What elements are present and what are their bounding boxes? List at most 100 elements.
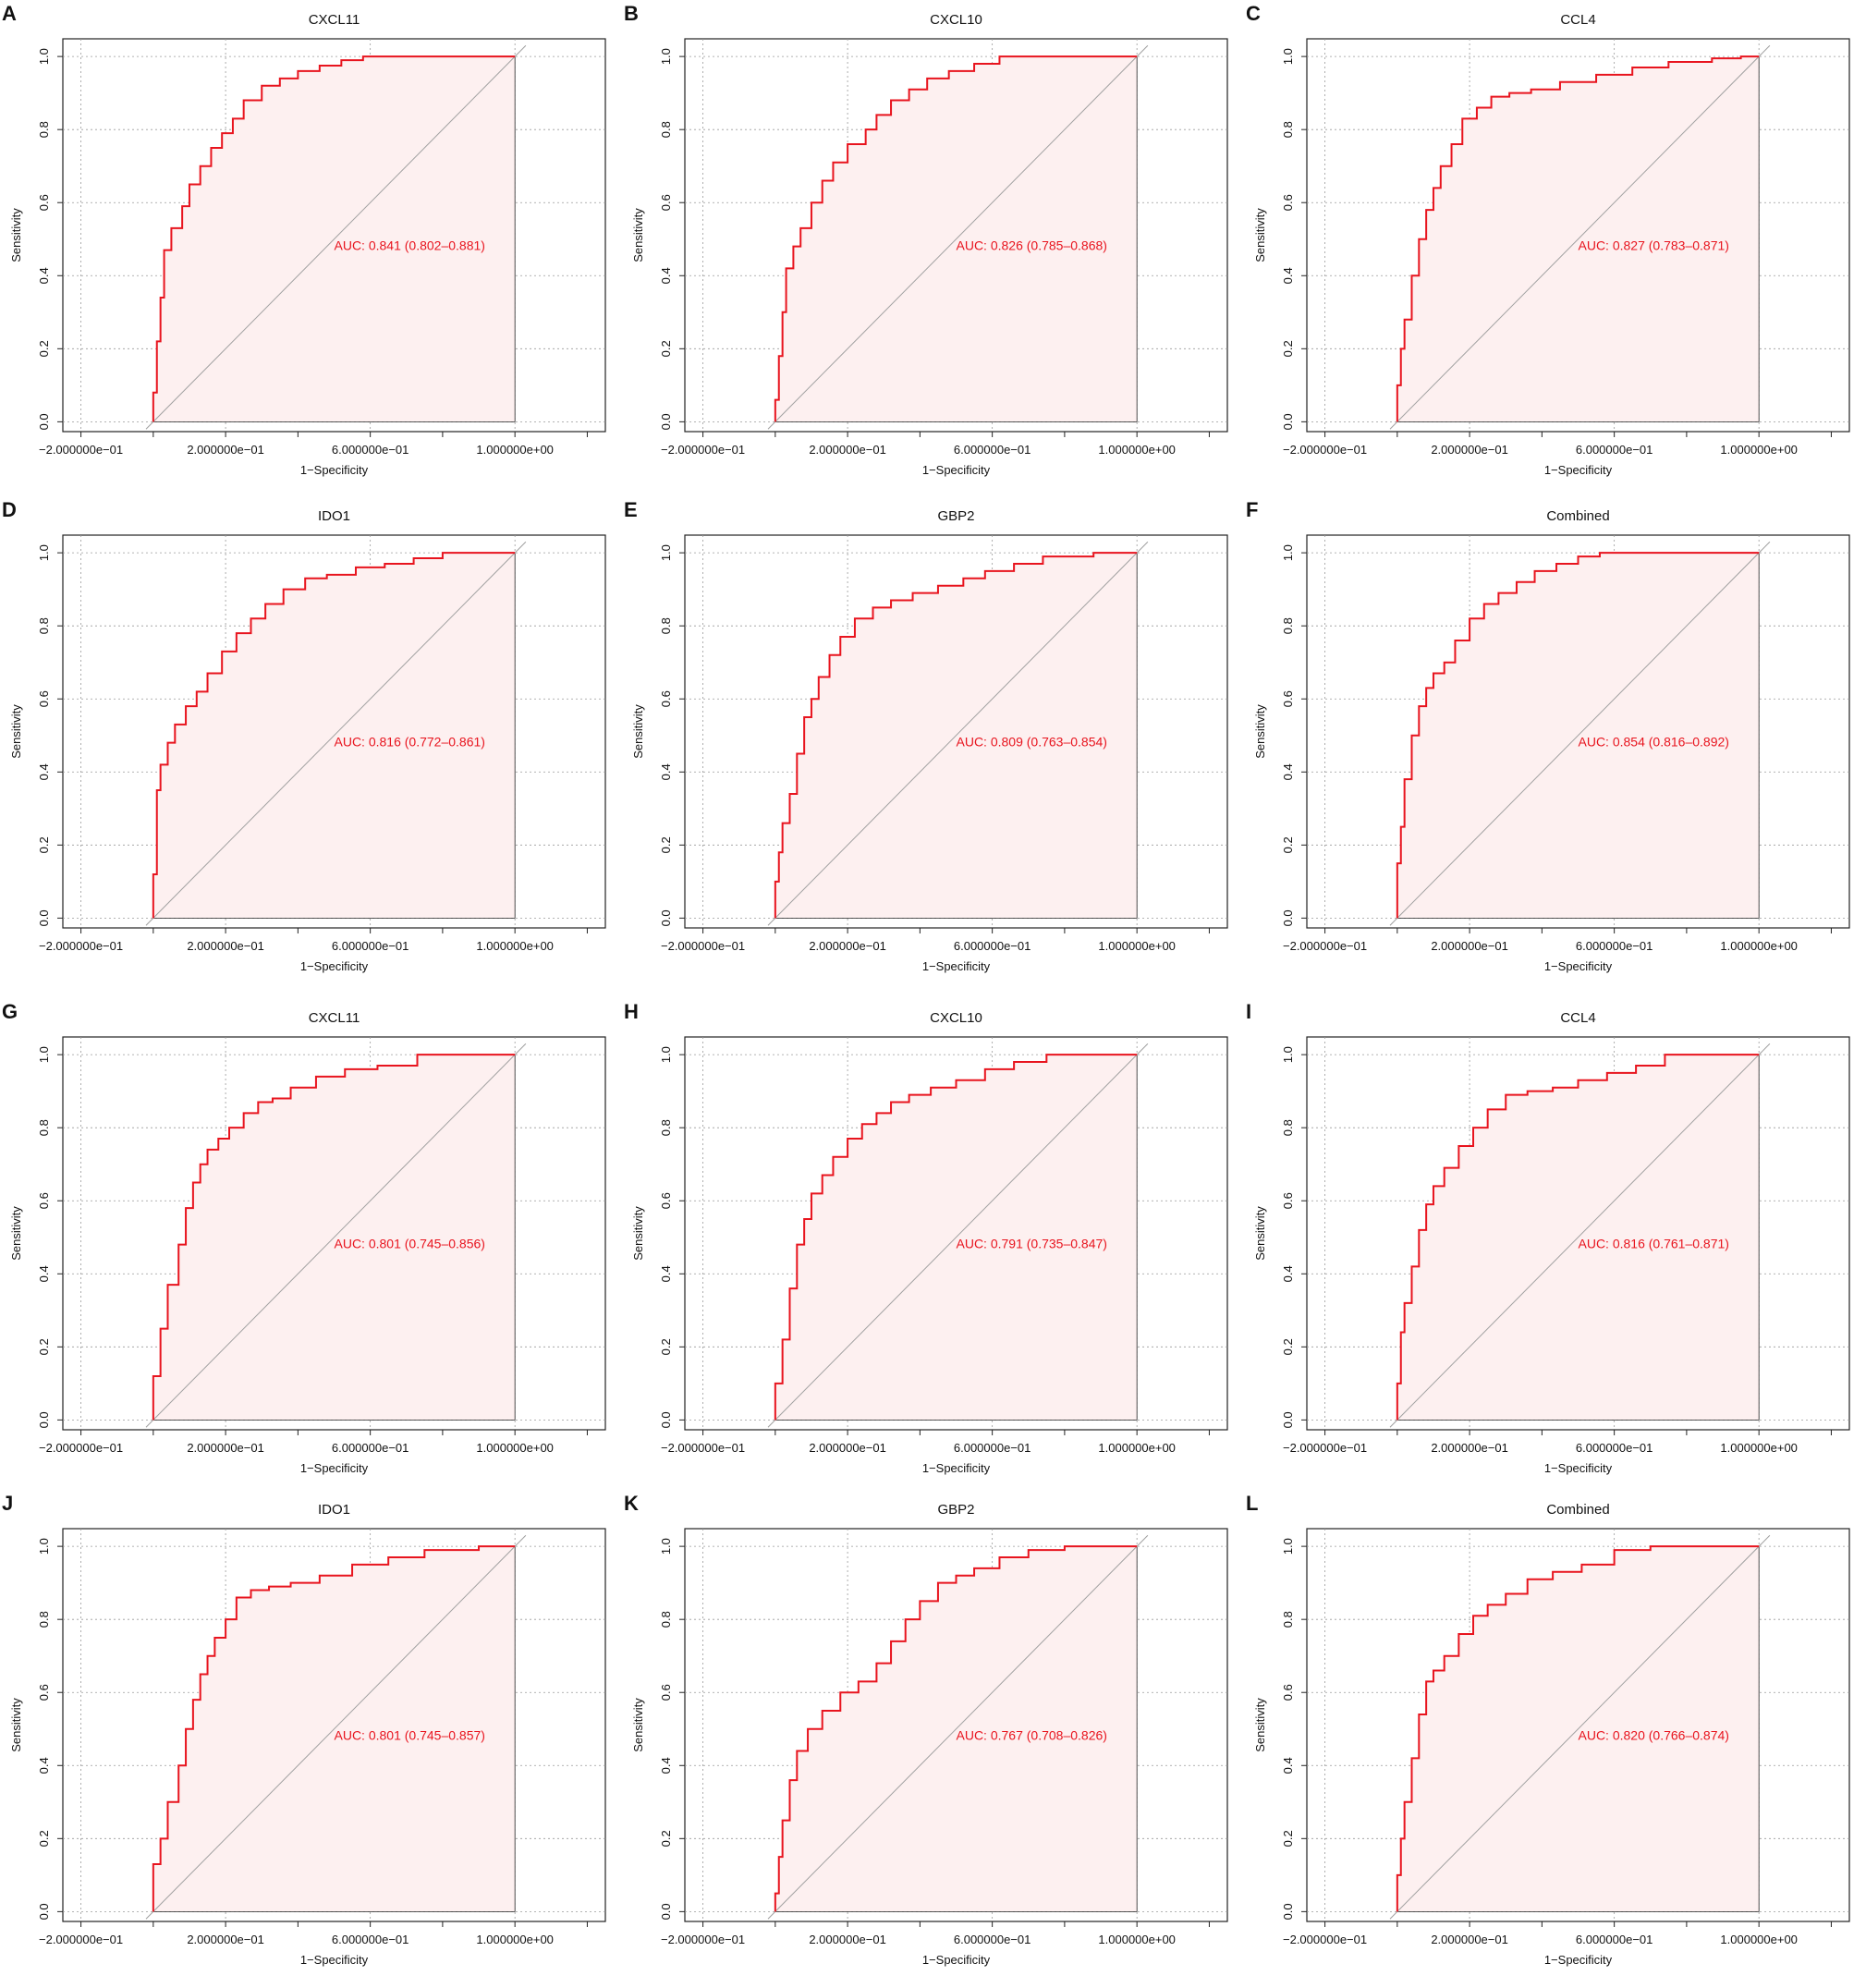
y-tick-label: 0.6 <box>37 1684 51 1701</box>
y-tick-label: 0.6 <box>1281 1192 1295 1209</box>
x-tick-label: 6.000000e−01 <box>1576 939 1653 953</box>
auc-annotation: AUC: 0.841 (0.802–0.881) <box>335 238 485 253</box>
x-tick-label: 2.000000e−01 <box>809 1933 886 1946</box>
roc-curve <box>152 55 516 422</box>
x-tick-label: 6.000000e−01 <box>332 1933 409 1946</box>
y-tick-label: 1.0 <box>1281 544 1295 561</box>
y-axis-title: Sensitivity <box>631 704 645 759</box>
panel-title: Combined <box>1546 1502 1609 1518</box>
y-tick-label: 0.4 <box>1281 1265 1295 1282</box>
reference-diagonal <box>145 1043 527 1428</box>
panel-letter: I <box>1246 1000 1251 1023</box>
y-tick-label: 0.0 <box>1281 1411 1295 1428</box>
y-tick-label: 1.0 <box>659 1538 673 1555</box>
y-tick-label: 0.2 <box>659 836 673 853</box>
y-axis-title: Sensitivity <box>1253 208 1267 262</box>
x-axis-title: 1−Specificity <box>922 959 991 973</box>
x-tick-label: −2.000000e−01 <box>1283 939 1367 953</box>
auc-annotation: AUC: 0.854 (0.816–0.892) <box>1579 735 1729 750</box>
panel-title: GBP2 <box>937 1502 974 1518</box>
y-tick-label: 0.0 <box>37 909 51 926</box>
panel-letter: F <box>1246 498 1258 521</box>
y-tick-label: 0.2 <box>659 1830 673 1847</box>
x-tick-label: 1.000000e+00 <box>476 1441 554 1455</box>
roc-panel-k: K GBP2 AUC: 0.767 (0.708–0.826) −2.000000e−… <box>624 1492 1228 1967</box>
roc-curve <box>774 55 1138 422</box>
x-tick-label: 1.000000e+00 <box>476 939 554 953</box>
y-tick-label: 1.0 <box>37 1046 51 1063</box>
x-tick-label: 1.000000e+00 <box>1720 1441 1798 1455</box>
x-tick-label: −2.000000e−01 <box>1283 443 1367 457</box>
x-tick-label: 2.000000e−01 <box>1431 939 1508 953</box>
y-tick-label: 0.2 <box>37 1338 51 1355</box>
auc-annotation: AUC: 0.820 (0.766–0.874) <box>1579 1728 1729 1743</box>
x-tick-label: −2.000000e−01 <box>661 1441 745 1455</box>
y-tick-label: 0.0 <box>659 1411 673 1428</box>
y-axis-title: Sensitivity <box>9 1206 23 1261</box>
reference-diagonal <box>1389 44 1771 430</box>
y-tick-label: 0.2 <box>659 1338 673 1355</box>
panel-letter: E <box>624 498 638 521</box>
x-axis-title: 1−Specificity <box>922 1461 991 1475</box>
x-tick-label: 2.000000e−01 <box>809 939 886 953</box>
y-tick-label: 0.8 <box>37 1611 51 1628</box>
x-tick-label: 2.000000e−01 <box>809 443 886 457</box>
y-tick-label: 0.6 <box>659 194 673 211</box>
y-tick-label: 1.0 <box>1281 48 1295 65</box>
x-tick-label: 6.000000e−01 <box>1576 1441 1653 1455</box>
y-tick-label: 0.6 <box>1281 690 1295 707</box>
y-tick-label: 0.6 <box>37 1192 51 1209</box>
x-tick-label: 6.000000e−01 <box>332 443 409 457</box>
y-tick-label: 0.6 <box>37 194 51 211</box>
roc-curve <box>774 1545 1138 1912</box>
y-tick-label: 0.4 <box>1281 267 1295 284</box>
roc-panel-c: C CCL4 AUC: 0.827 (0.783–0.871) −2.000000e−… <box>1246 2 1850 477</box>
auc-annotation: AUC: 0.809 (0.763–0.854) <box>957 735 1107 750</box>
reference-diagonal <box>1389 541 1771 926</box>
y-tick-label: 0.8 <box>659 121 673 138</box>
panel-title: IDO1 <box>318 1502 350 1518</box>
reference-diagonal <box>145 44 527 430</box>
x-axis-title: 1−Specificity <box>1544 1461 1613 1475</box>
roc-curve <box>774 1054 1138 1421</box>
x-tick-label: 6.000000e−01 <box>954 443 1031 457</box>
y-tick-label: 0.2 <box>1281 340 1295 357</box>
panel-title: CXCL10 <box>930 12 982 28</box>
panel-title: GBP2 <box>937 508 974 524</box>
reference-diagonal <box>767 44 1149 430</box>
roc-panel-g: G CXCL11 AUC: 0.801 (0.745–0.856) −2.000000… <box>2 1000 606 1475</box>
panel-title: Combined <box>1546 508 1609 524</box>
roc-panel-b: B CXCL10 AUC: 0.826 (0.785–0.868) −2.000000… <box>624 2 1228 477</box>
roc-curve <box>1396 55 1760 422</box>
x-axis-title: 1−Specificity <box>300 1461 369 1475</box>
reference-diagonal <box>1389 1043 1771 1428</box>
x-tick-label: −2.000000e−01 <box>1283 1441 1367 1455</box>
y-tick-label: 1.0 <box>659 48 673 65</box>
roc-curve <box>152 552 516 919</box>
roc-panel-j: J IDO1 AUC: 0.801 (0.745–0.857) −2.000000e−… <box>2 1492 606 1967</box>
x-tick-label: −2.000000e−01 <box>39 939 123 953</box>
reference-diagonal <box>1389 1534 1771 1920</box>
y-tick-label: 0.2 <box>1281 1338 1295 1355</box>
x-tick-label: 1.000000e+00 <box>476 443 554 457</box>
y-tick-label: 1.0 <box>659 544 673 561</box>
y-tick-label: 1.0 <box>37 1538 51 1555</box>
auc-annotation: AUC: 0.827 (0.783–0.871) <box>1579 238 1729 253</box>
panel-title: CXCL11 <box>309 1010 360 1026</box>
roc-panel-i: I CCL4 AUC: 0.816 (0.761–0.871) −2.000000e−… <box>1246 1000 1850 1475</box>
auc-annotation: AUC: 0.801 (0.745–0.856) <box>335 1237 485 1251</box>
y-tick-label: 0.4 <box>1281 1757 1295 1774</box>
y-axis-title: Sensitivity <box>1253 1698 1267 1752</box>
y-tick-label: 0.2 <box>37 1830 51 1847</box>
x-tick-label: 2.000000e−01 <box>1431 1933 1508 1946</box>
y-tick-label: 0.4 <box>37 267 51 284</box>
panel-title: CXCL11 <box>309 12 360 28</box>
panel-letter: A <box>2 2 17 25</box>
y-tick-label: 1.0 <box>1281 1046 1295 1063</box>
reference-diagonal <box>767 1043 1149 1428</box>
y-axis-title: Sensitivity <box>9 208 23 262</box>
y-tick-label: 0.8 <box>659 1119 673 1136</box>
y-tick-label: 0.2 <box>659 340 673 357</box>
x-tick-label: 6.000000e−01 <box>332 1441 409 1455</box>
